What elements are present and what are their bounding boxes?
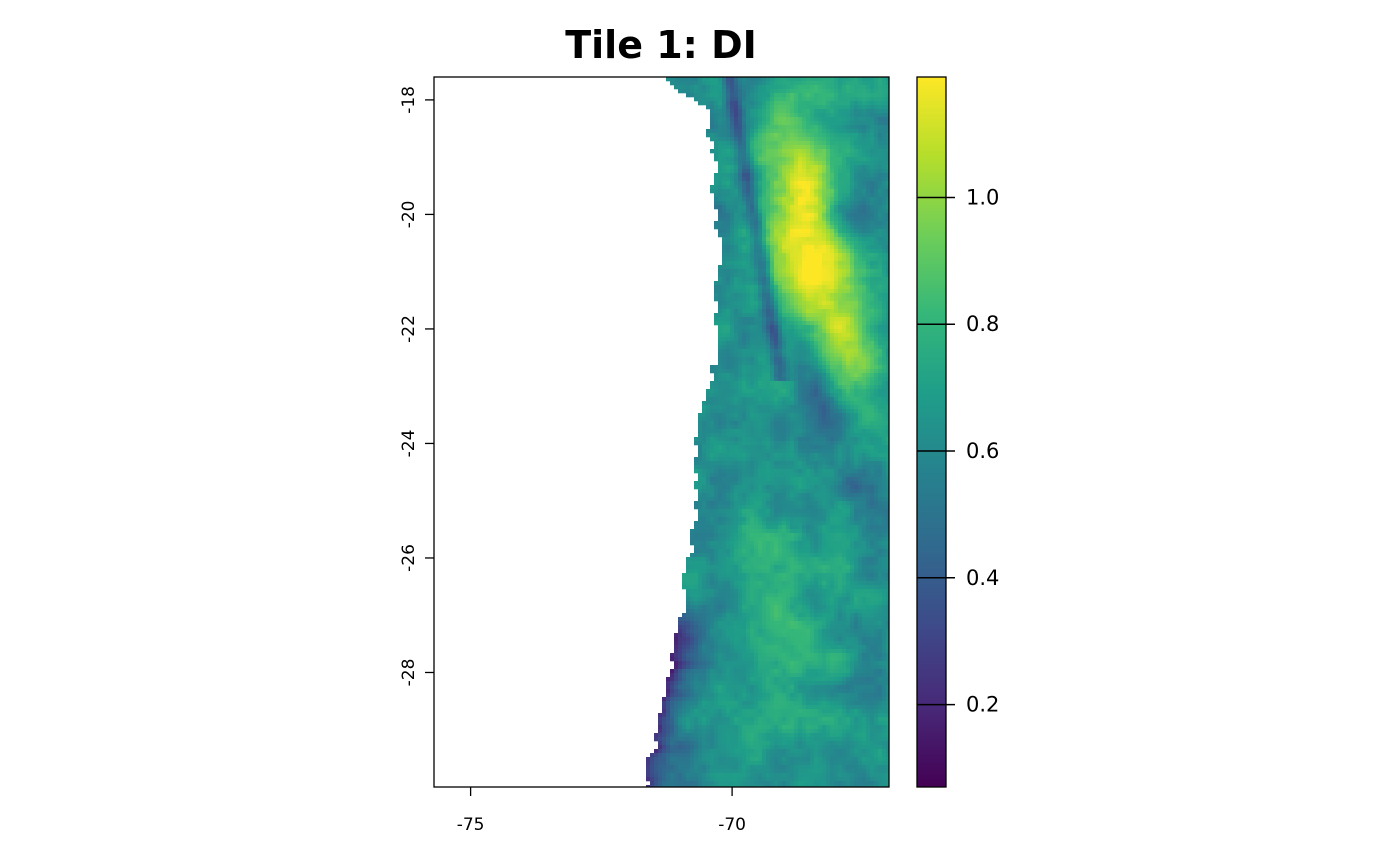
colorbar-tick-label: 0.4	[966, 566, 999, 590]
y-tick-label: -18	[399, 86, 419, 114]
colorbar-tick-label: 0.6	[966, 439, 999, 463]
colorbar-tick-label: 0.8	[966, 312, 999, 336]
y-tick-label: -20	[399, 201, 419, 229]
colorbar-ticks: 0.2 0.4 0.6 0.8 1.0	[917, 185, 999, 717]
x-tick-label: -70	[718, 815, 746, 835]
y-tick-label: -22	[399, 315, 419, 343]
x-tick-label: -75	[457, 815, 485, 835]
colorbar-tick-label: 1.0	[966, 185, 999, 209]
x-axis: -75 -70	[457, 787, 746, 835]
plot-frame	[433, 76, 890, 788]
raster-grid	[646, 77, 889, 787]
map-title: Tile 1: DI	[565, 23, 757, 67]
y-axis: -18 -20 -22 -24 -26 -28	[399, 86, 434, 686]
y-tick-label: -24	[399, 430, 419, 458]
colorbar	[916, 76, 947, 788]
y-tick-label: -26	[399, 544, 419, 572]
y-tick-label: -28	[399, 659, 419, 687]
colorbar-tick-label: 0.2	[966, 693, 999, 717]
